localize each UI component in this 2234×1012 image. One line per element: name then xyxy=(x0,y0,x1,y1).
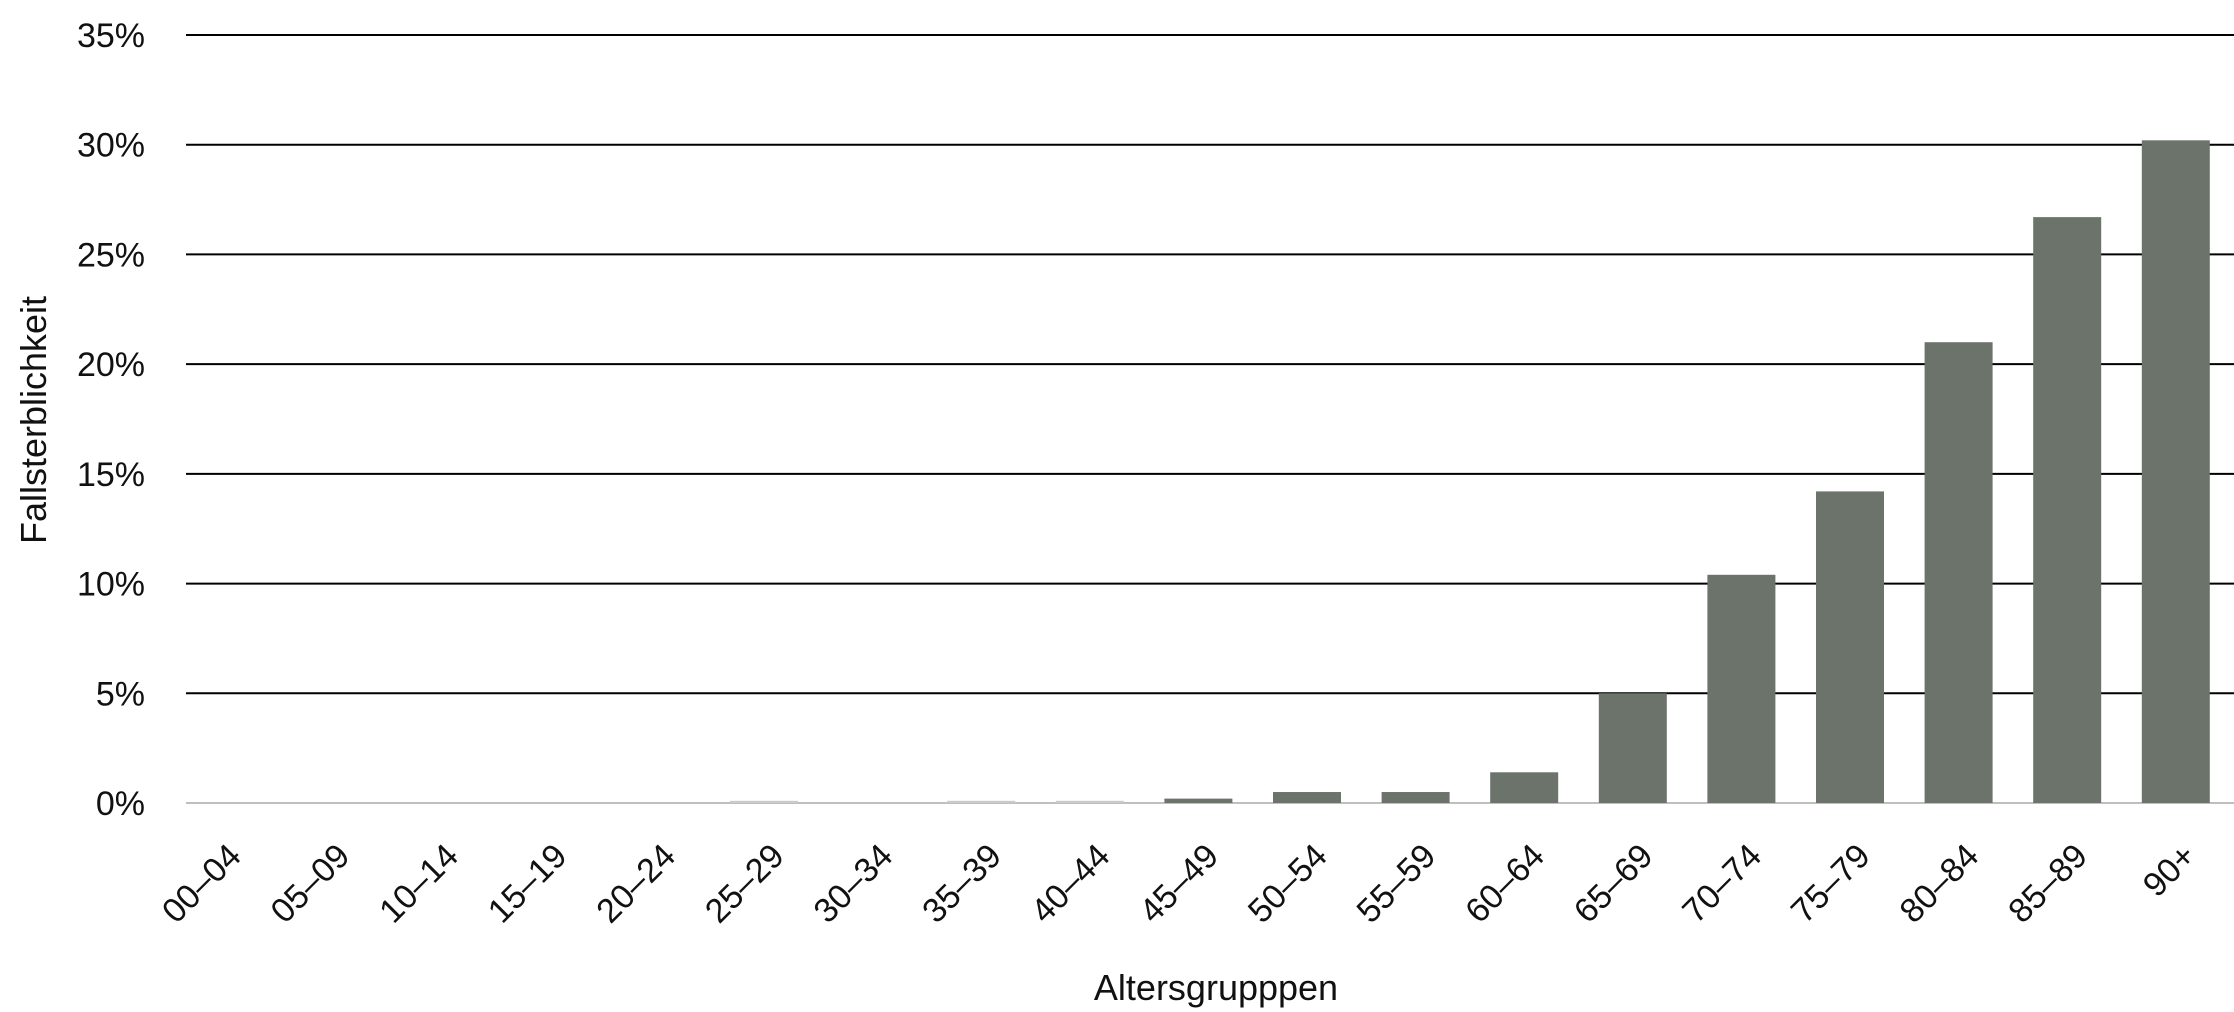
y-tick-label: 20% xyxy=(77,346,145,384)
x-tick-label: 75–79 xyxy=(1784,837,1878,931)
x-tick-label: 00–04 xyxy=(155,837,249,931)
x-tick-label: 55–59 xyxy=(1350,837,1444,931)
x-tick-label: 60–64 xyxy=(1458,837,1552,931)
x-axis-title: Altersgrupppen xyxy=(1094,967,1338,1008)
x-tick-label: 90+ xyxy=(2136,837,2204,905)
x-tick-label: 20–24 xyxy=(589,837,683,931)
y-tick-label: 15% xyxy=(77,456,145,494)
y-axis-title: Fallsterblichkeit xyxy=(13,296,54,544)
x-tick-label: 80–84 xyxy=(1893,837,1987,931)
x-tick-label: 35–39 xyxy=(915,837,1009,931)
x-tick-label: 40–44 xyxy=(1024,837,1118,931)
y-tick-label: 0% xyxy=(96,785,145,823)
x-tick-label: 15–19 xyxy=(481,837,575,931)
bar-75–79 xyxy=(1816,491,1884,803)
bar-90+ xyxy=(2141,140,2210,804)
bar-55–59 xyxy=(1381,792,1450,803)
bar-80–84 xyxy=(1924,342,1993,803)
y-axis-ticks: 0% 5% 10% 15% 20% 25% 30% 35% xyxy=(77,17,145,823)
bars xyxy=(730,140,2210,804)
y-tick-label: 25% xyxy=(77,236,145,274)
x-tick-label: 45–49 xyxy=(1132,837,1226,931)
bar-60–64 xyxy=(1490,772,1559,803)
bar-40–44 xyxy=(1055,800,1124,803)
bar-70–74 xyxy=(1707,574,1776,803)
x-tick-label: 10–14 xyxy=(372,837,466,931)
bar-85–89 xyxy=(2033,217,2102,803)
bar-35–39 xyxy=(947,800,1016,803)
gridlines xyxy=(186,34,2234,804)
y-tick-label: 35% xyxy=(77,17,145,55)
y-tick-label: 5% xyxy=(96,675,145,713)
x-tick-label: 65–69 xyxy=(1567,837,1661,931)
x-tick-label: 30–34 xyxy=(807,837,901,931)
bar-25–29 xyxy=(730,800,798,803)
bar-50–54 xyxy=(1273,792,1341,803)
x-tick-label: 70–74 xyxy=(1675,837,1769,931)
x-tick-label: 85–89 xyxy=(2001,837,2095,931)
x-tick-label: 50–54 xyxy=(1241,837,1335,931)
x-axis-ticks: 00–04 05–09 10–14 15–19 20–24 25–29 30–34 35–39… xyxy=(155,837,2204,931)
x-tick-label: 05–09 xyxy=(264,837,358,931)
bar-65–69 xyxy=(1598,693,1667,803)
bar-45–49 xyxy=(1164,798,1233,803)
x-tick-label: 25–29 xyxy=(698,837,792,931)
y-tick-label: 10% xyxy=(77,566,145,604)
y-tick-label: 30% xyxy=(77,127,145,165)
